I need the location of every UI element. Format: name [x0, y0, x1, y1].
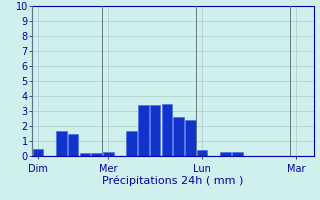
Bar	[126, 130, 137, 156]
Bar	[173, 117, 184, 156]
Bar	[138, 105, 149, 156]
X-axis label: Précipitations 24h ( mm ): Précipitations 24h ( mm )	[102, 175, 244, 186]
Bar	[68, 134, 78, 156]
Bar	[103, 152, 114, 156]
Bar	[185, 120, 196, 156]
Bar	[220, 152, 231, 156]
Bar	[56, 130, 67, 156]
Bar	[91, 153, 102, 156]
Bar	[150, 105, 161, 156]
Bar	[232, 152, 243, 156]
Bar	[33, 148, 43, 156]
Bar	[80, 153, 90, 156]
Bar	[162, 104, 172, 156]
Bar	[197, 150, 207, 156]
